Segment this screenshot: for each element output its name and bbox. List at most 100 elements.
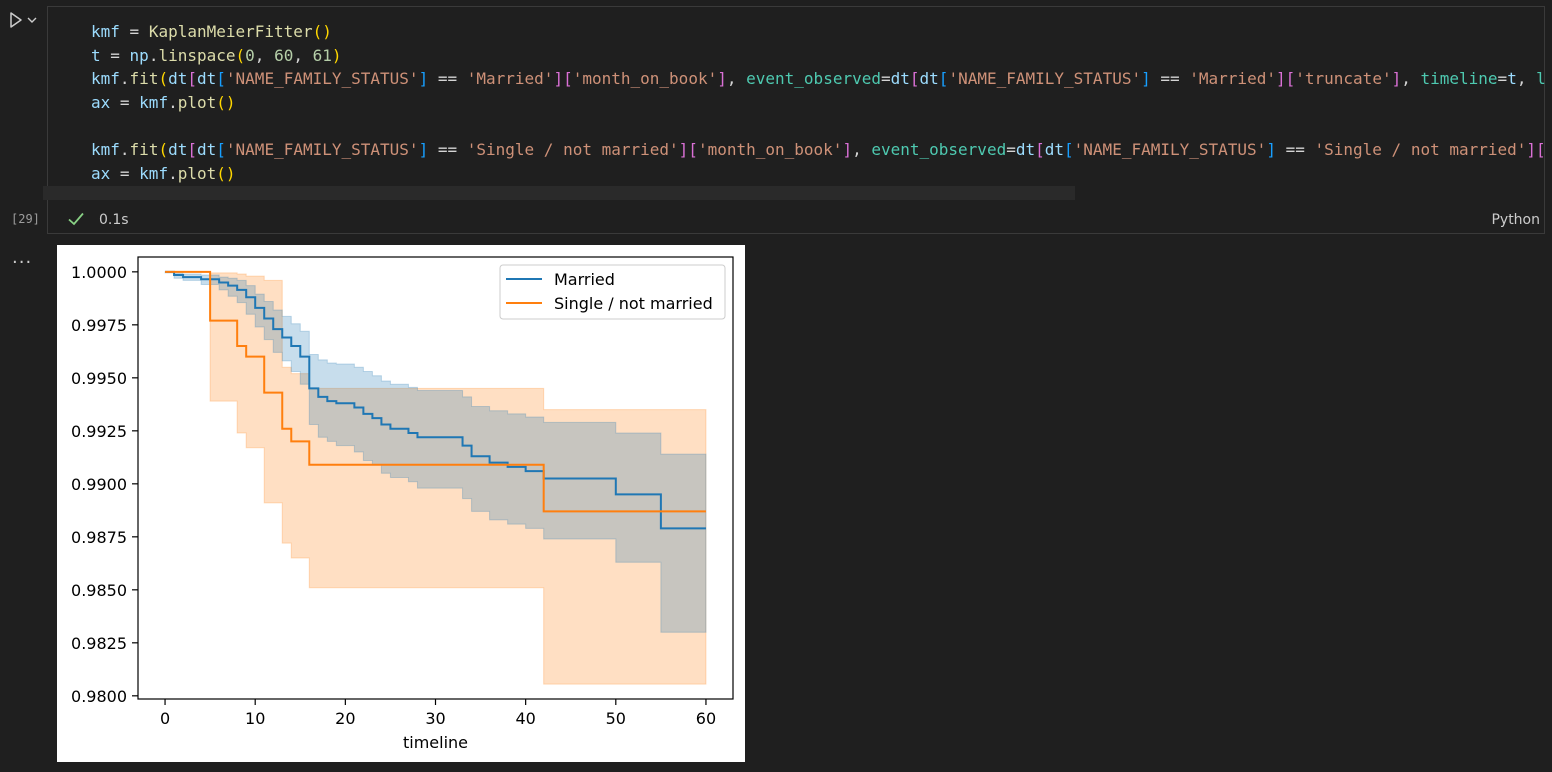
code-token: . xyxy=(119,69,130,89)
execution-time: 0.1s xyxy=(99,212,129,228)
code-token: . xyxy=(148,45,159,65)
survival-line xyxy=(165,270,706,530)
code-token: ] xyxy=(1526,139,1537,159)
code-token: 'Married' xyxy=(466,69,554,89)
code-token: 'NAME_FAMILY_STATUS' xyxy=(225,139,419,159)
x-tick-label: 60 xyxy=(696,709,716,728)
code-token: ( xyxy=(158,139,169,159)
code-token: dt xyxy=(168,139,188,159)
code-token: t xyxy=(91,45,101,65)
code-token: kmf xyxy=(139,92,169,112)
code-token: , xyxy=(726,69,747,89)
y-tick-label: 0.9925 xyxy=(71,422,127,441)
y-tick-label: 0.9800 xyxy=(71,687,127,706)
code-token: event_observed xyxy=(871,139,1007,159)
code-token: ] xyxy=(678,139,689,159)
code-token: [ xyxy=(909,69,920,89)
x-tick-label: 20 xyxy=(335,709,355,728)
code-editor[interactable]: kmf = KaplanMeierFitter() t = np.linspace… xyxy=(91,20,1546,185)
code-token: [ xyxy=(938,69,949,89)
code-token: [ xyxy=(1035,139,1045,159)
code-token: == xyxy=(428,69,467,89)
code-token: , xyxy=(293,45,313,65)
kernel-language[interactable]: Python xyxy=(1491,212,1540,228)
code-token: ] xyxy=(1275,69,1286,89)
legend-box xyxy=(499,264,726,320)
code-token: plot xyxy=(177,163,217,183)
code-token: , xyxy=(254,45,275,65)
survival-line xyxy=(165,270,706,513)
x-tick-label: 40 xyxy=(515,709,535,728)
code-token: dt xyxy=(197,69,217,89)
code-token: dt xyxy=(197,139,217,159)
x-tick-label: 0 xyxy=(160,709,170,728)
play-icon xyxy=(10,12,22,28)
code-token: [ xyxy=(216,69,226,89)
code-token: l xyxy=(1536,69,1546,89)
code-token: ( xyxy=(158,69,169,89)
code-token: == xyxy=(428,139,467,159)
y-tick-label: 0.9850 xyxy=(71,581,127,600)
code-token: ) xyxy=(331,45,342,65)
code-token: timeline xyxy=(1420,69,1498,89)
code-token: dt xyxy=(890,69,910,89)
code-token: dt xyxy=(1015,139,1036,159)
y-tick-label: 0.9900 xyxy=(71,475,127,494)
code-token: 'month_on_book' xyxy=(572,69,718,89)
x-tick-label: 10 xyxy=(245,709,265,728)
run-cell-button[interactable] xyxy=(8,10,42,30)
code-token: 61 xyxy=(312,45,332,65)
code-token: kmf xyxy=(91,69,120,89)
code-line: kmf.fit(dt[dt['NAME_FAMILY_STATUS'] == '… xyxy=(91,67,1546,91)
code-token: = xyxy=(880,69,891,89)
code-token: kmf xyxy=(91,22,120,41)
code-token: = xyxy=(1497,69,1508,89)
output-more-actions[interactable]: ... xyxy=(12,247,33,268)
code-line: ax = kmf.plot() xyxy=(91,91,1546,115)
code-token: ] xyxy=(418,69,429,89)
execution-count: [29] xyxy=(11,212,40,226)
code-token: 60 xyxy=(274,45,294,65)
code-token: t xyxy=(1507,69,1517,89)
code-token: ax xyxy=(91,163,111,183)
code-token: () xyxy=(216,92,236,112)
y-tick-label: 1.0000 xyxy=(71,263,127,282)
code-line: ax = kmf.plot() xyxy=(91,162,1546,186)
kaplan-meier-chart: 0 10 20 30 40 50 60 0.9800 0.9825 0.9850 0.9875 0.9… xyxy=(71,256,734,752)
code-token: linspace xyxy=(158,45,236,65)
confidence-band xyxy=(165,271,707,685)
code-token: . xyxy=(168,92,178,112)
code-token: dt xyxy=(1044,139,1065,159)
code-token: kmf xyxy=(91,139,120,159)
code-token: ] xyxy=(842,139,853,159)
legend-label: Single / not married xyxy=(554,294,713,313)
code-line: t = np.linspace(0, 60, 61) xyxy=(91,44,1546,68)
code-token: [ xyxy=(1536,139,1546,159)
chevron-down-icon[interactable] xyxy=(26,14,38,26)
code-token: [ xyxy=(216,139,226,159)
code-token: [ xyxy=(1064,139,1074,159)
code-token: == xyxy=(1275,139,1315,159)
code-token: kmf xyxy=(139,163,169,183)
code-token: 'NAME_FAMILY_STATUS' xyxy=(948,69,1142,89)
code-token: = xyxy=(119,22,149,41)
code-token: . xyxy=(168,163,178,183)
code-token: ax xyxy=(91,92,111,112)
code-token: , xyxy=(1516,69,1537,89)
empty-code-line[interactable] xyxy=(43,186,1075,200)
code-token: = xyxy=(110,92,140,112)
code-token: fit xyxy=(129,139,159,159)
code-token: ] xyxy=(418,139,429,159)
code-token: = xyxy=(1006,139,1016,159)
code-token: [ xyxy=(187,139,197,159)
code-token: [ xyxy=(187,69,197,89)
code-token: . xyxy=(119,139,130,159)
code-token: , xyxy=(852,139,872,159)
code-token: ] xyxy=(553,69,564,89)
code-line xyxy=(91,114,1546,138)
code-token: 'Married' xyxy=(1189,69,1276,89)
code-token: 'NAME_FAMILY_STATUS' xyxy=(1073,139,1267,159)
code-token: KaplanMeierFitter xyxy=(148,22,313,41)
code-token: 0 xyxy=(245,45,255,65)
code-token: ( xyxy=(235,45,246,65)
